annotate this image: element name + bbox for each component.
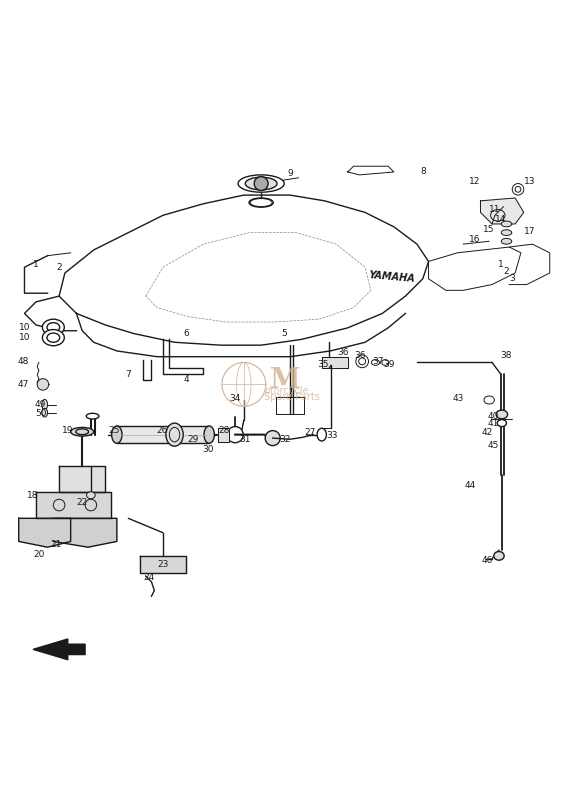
Text: YAMAHA: YAMAHA <box>368 270 415 284</box>
Text: 32: 32 <box>280 434 291 444</box>
Circle shape <box>37 378 49 390</box>
Text: 15: 15 <box>483 225 495 234</box>
Text: 4: 4 <box>183 375 189 384</box>
Text: 1: 1 <box>498 260 503 269</box>
Circle shape <box>227 426 243 442</box>
Text: 24: 24 <box>143 573 154 582</box>
Ellipse shape <box>494 551 504 560</box>
Polygon shape <box>117 426 209 443</box>
Text: 49: 49 <box>35 399 46 409</box>
Text: 22: 22 <box>77 498 88 507</box>
Text: 37: 37 <box>372 357 383 366</box>
Text: 43: 43 <box>453 394 464 403</box>
Circle shape <box>265 430 280 446</box>
Text: 30: 30 <box>202 445 214 454</box>
Text: Spare Parts: Spare Parts <box>264 392 320 402</box>
Text: 10: 10 <box>19 333 30 342</box>
Text: 16: 16 <box>469 235 480 244</box>
Ellipse shape <box>249 198 273 207</box>
Text: 13: 13 <box>524 178 535 186</box>
Ellipse shape <box>496 410 508 418</box>
Polygon shape <box>140 556 186 573</box>
Text: 29: 29 <box>187 434 199 444</box>
Ellipse shape <box>501 238 512 244</box>
Text: 47: 47 <box>17 380 29 389</box>
Ellipse shape <box>484 396 494 404</box>
Ellipse shape <box>317 428 327 441</box>
Text: 2: 2 <box>56 262 62 272</box>
Text: 5: 5 <box>281 329 287 338</box>
Text: 23: 23 <box>157 560 169 569</box>
Text: 35: 35 <box>318 360 329 369</box>
Text: 17: 17 <box>524 227 535 236</box>
Text: 21: 21 <box>50 540 62 549</box>
Polygon shape <box>480 198 524 224</box>
Text: 19: 19 <box>62 426 74 435</box>
Polygon shape <box>53 518 117 547</box>
Polygon shape <box>19 518 71 547</box>
Ellipse shape <box>42 408 48 417</box>
Text: 25: 25 <box>108 426 119 435</box>
Text: 11: 11 <box>489 205 501 214</box>
Text: M: M <box>270 367 300 394</box>
Text: otorcycle: otorcycle <box>264 386 309 396</box>
Text: 2: 2 <box>503 267 509 276</box>
Polygon shape <box>59 466 106 492</box>
Ellipse shape <box>42 330 64 346</box>
Text: 38: 38 <box>501 351 512 360</box>
Text: 36: 36 <box>355 351 366 360</box>
Text: 44: 44 <box>465 481 476 490</box>
Text: 7: 7 <box>125 370 131 378</box>
Ellipse shape <box>245 177 277 190</box>
Text: 31: 31 <box>239 434 251 444</box>
Text: 46: 46 <box>482 556 493 565</box>
Text: 45: 45 <box>488 441 499 450</box>
Ellipse shape <box>42 319 64 335</box>
Ellipse shape <box>501 221 512 227</box>
Text: 8: 8 <box>420 167 426 177</box>
Text: 42: 42 <box>482 429 493 438</box>
Ellipse shape <box>42 399 48 410</box>
Text: 41: 41 <box>488 418 499 427</box>
Text: 28: 28 <box>218 426 229 434</box>
Text: 9: 9 <box>287 169 293 178</box>
Ellipse shape <box>204 426 215 443</box>
Ellipse shape <box>166 423 183 446</box>
Ellipse shape <box>501 230 512 235</box>
Text: 3: 3 <box>509 274 515 283</box>
Text: 14: 14 <box>495 215 506 225</box>
Ellipse shape <box>111 426 122 443</box>
Ellipse shape <box>497 420 506 426</box>
Polygon shape <box>218 428 230 442</box>
Ellipse shape <box>86 492 95 498</box>
Text: 6: 6 <box>183 329 189 338</box>
Text: 20: 20 <box>33 550 45 559</box>
Text: 26: 26 <box>156 426 168 435</box>
Text: 34: 34 <box>230 394 241 403</box>
Text: 48: 48 <box>17 357 29 366</box>
Circle shape <box>254 177 268 190</box>
Text: 1: 1 <box>33 260 39 269</box>
Text: 33: 33 <box>326 431 338 440</box>
Polygon shape <box>36 492 111 518</box>
Polygon shape <box>33 639 85 660</box>
Ellipse shape <box>238 175 284 192</box>
Text: 12: 12 <box>469 178 480 186</box>
Text: 27: 27 <box>304 429 316 438</box>
Text: 50: 50 <box>35 409 46 418</box>
Text: 40: 40 <box>488 412 499 421</box>
Text: 10: 10 <box>19 323 30 332</box>
Text: 39: 39 <box>383 360 395 369</box>
Text: 36: 36 <box>338 348 349 357</box>
Ellipse shape <box>86 414 99 419</box>
Polygon shape <box>322 357 348 368</box>
Ellipse shape <box>71 427 94 436</box>
Text: 18: 18 <box>27 490 39 500</box>
